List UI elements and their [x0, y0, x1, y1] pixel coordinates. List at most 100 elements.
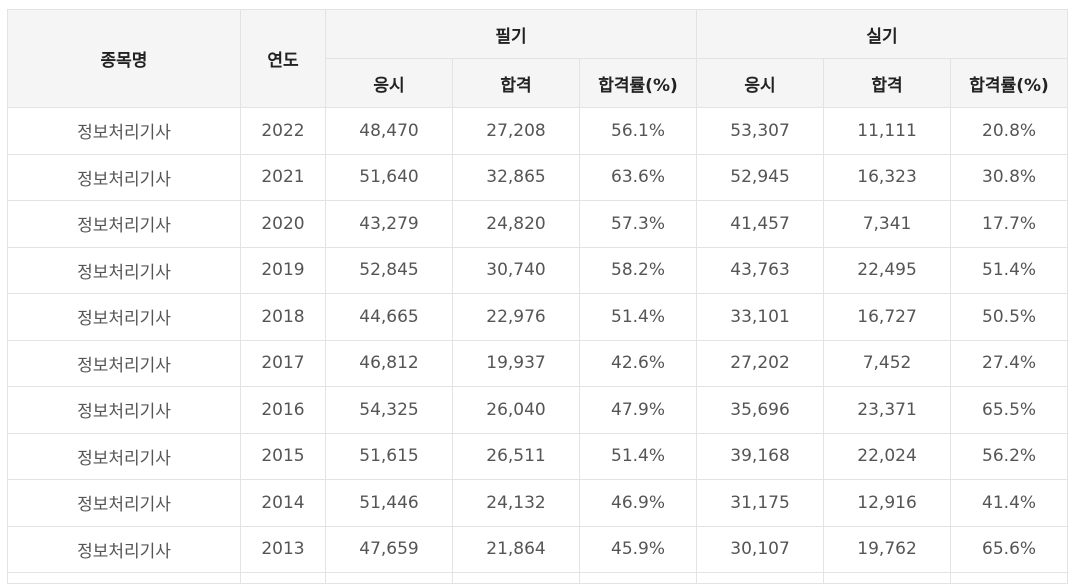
- cell-year: 2015: [240, 432, 326, 480]
- cell-written-passed: 26,040: [452, 386, 580, 434]
- table-row: 정보처리기사 2019 52,845 30,740 58.2% 43,763 22,495 5…: [7, 246, 1069, 294]
- cell-written-applicants: 44,665: [325, 293, 453, 341]
- cell-written-pass-rate: 51.4%: [578, 293, 698, 341]
- header-practical-applicants: 응시: [696, 58, 825, 108]
- cell-written-passed: 27,208: [452, 107, 580, 155]
- cell-item-name: 정보처리기사: [7, 525, 241, 573]
- table-row: 정보처리기사 2016 54,325 26,040 47.9% 35,696 23,371 6…: [7, 386, 1069, 434]
- cell-practical-pass-rate: 20.8%: [950, 107, 1069, 155]
- cell-item-name: 정보처리기사: [7, 386, 241, 434]
- cell-year: 2022: [240, 107, 326, 155]
- cell-written-applicants: 47,659: [325, 525, 453, 573]
- cell-practical-pass-rate: 41.4%: [950, 479, 1069, 527]
- cell-practical-pass-rate: 56.2%: [950, 432, 1069, 480]
- cell-written-applicants: 51,640: [325, 153, 453, 201]
- cell-practical-applicants: 53,307: [696, 107, 825, 155]
- table-row: 정보처리기사 2015 51,615 26,511 51.4% 39,168 22,024 5…: [7, 432, 1069, 480]
- cell-item-name: 정보처리기사: [7, 153, 241, 201]
- exam-statistics-table: 종목명 연도 필기 실기 응시 합격 합격률(%) 응시 합격 합격률(%) 정…: [7, 9, 1069, 584]
- cell-year: 2013: [240, 525, 326, 573]
- cell-written-applicants: 43,279: [325, 200, 453, 248]
- cell-year: 2014: [240, 479, 326, 527]
- cell-written-passed: 24,820: [452, 200, 580, 248]
- table-cell: [696, 572, 825, 584]
- table-cell: [325, 572, 453, 584]
- cell-practical-applicants: 30,107: [696, 525, 825, 573]
- cell-written-passed: 32,865: [452, 153, 580, 201]
- table-row: 정보처리기사 2018 44,665 22,976 51.4% 33,101 16,727 5…: [7, 293, 1069, 341]
- cell-practical-applicants: 33,101: [696, 293, 825, 341]
- table-body: 정보처리기사 2022 48,470 27,208 56.1% 53,307 11,111 2…: [7, 107, 1069, 584]
- cell-practical-pass-rate: 65.6%: [950, 525, 1069, 573]
- cell-practical-applicants: 41,457: [696, 200, 825, 248]
- table-row: 정보처리기사 2017 46,812 19,937 42.6% 27,202 7,452 27…: [7, 339, 1069, 387]
- cell-written-passed: 21,864: [452, 525, 580, 573]
- cell-practical-applicants: 43,763: [696, 246, 825, 294]
- header-written-pass-rate: 합격률(%): [578, 58, 698, 108]
- header-written-applicants: 응시: [325, 58, 453, 108]
- cell-written-applicants: 48,470: [325, 107, 453, 155]
- table-row: 정보처리기사 2014 51,446 24,132 46.9% 31,175 12,916 4…: [7, 479, 1069, 527]
- cell-item-name: 정보처리기사: [7, 200, 241, 248]
- cell-year: 2020: [240, 200, 326, 248]
- cell-written-applicants: 51,446: [325, 479, 453, 527]
- cell-item-name: 정보처리기사: [7, 339, 241, 387]
- cell-written-pass-rate: 56.1%: [578, 107, 698, 155]
- table-row: 정보처리기사 2013 47,659 21,864 45.9% 30,107 19,762 6…: [7, 525, 1069, 573]
- cell-year: 2016: [240, 386, 326, 434]
- cell-item-name: 정보처리기사: [7, 293, 241, 341]
- table-row: 정보처리기사 2020 43,279 24,820 57.3% 41,457 7,341 17…: [7, 200, 1069, 248]
- cell-written-applicants: 51,615: [325, 432, 453, 480]
- cell-practical-pass-rate: 50.5%: [950, 293, 1069, 341]
- cell-written-pass-rate: 47.9%: [578, 386, 698, 434]
- table-cell: [240, 572, 326, 584]
- cell-practical-applicants: 39,168: [696, 432, 825, 480]
- table-header: 종목명 연도 필기 실기 응시 합격 합격률(%) 응시 합격 합격률(%): [7, 9, 1069, 108]
- header-practical-exam: 실기: [696, 9, 1069, 59]
- cell-practical-applicants: 52,945: [696, 153, 825, 201]
- table-cell: [452, 572, 580, 584]
- header-practical-pass-rate: 합격률(%): [950, 58, 1069, 108]
- cell-written-pass-rate: 45.9%: [578, 525, 698, 573]
- cell-practical-applicants: 35,696: [696, 386, 825, 434]
- cell-written-applicants: 52,845: [325, 246, 453, 294]
- cell-written-passed: 24,132: [452, 479, 580, 527]
- cell-year: 2017: [240, 339, 326, 387]
- table-row-partial: [7, 572, 1069, 584]
- header-item-name: 종목명: [7, 9, 241, 108]
- cell-written-pass-rate: 63.6%: [578, 153, 698, 201]
- cell-practical-pass-rate: 17.7%: [950, 200, 1069, 248]
- cell-written-passed: 22,976: [452, 293, 580, 341]
- header-practical-passed: 합격: [823, 58, 952, 108]
- cell-practical-passed: 7,452: [823, 339, 952, 387]
- cell-practical-passed: 22,024: [823, 432, 952, 480]
- cell-year: 2018: [240, 293, 326, 341]
- cell-written-passed: 26,511: [452, 432, 580, 480]
- table-cell: [950, 572, 1069, 584]
- cell-written-applicants: 46,812: [325, 339, 453, 387]
- cell-practical-passed: 7,341: [823, 200, 952, 248]
- cell-practical-passed: 23,371: [823, 386, 952, 434]
- cell-practical-passed: 16,323: [823, 153, 952, 201]
- table-cell: [578, 572, 698, 584]
- cell-practical-pass-rate: 27.4%: [950, 339, 1069, 387]
- cell-practical-pass-rate: 65.5%: [950, 386, 1069, 434]
- cell-practical-passed: 11,111: [823, 107, 952, 155]
- cell-practical-passed: 22,495: [823, 246, 952, 294]
- cell-year: 2019: [240, 246, 326, 294]
- cell-item-name: 정보처리기사: [7, 107, 241, 155]
- cell-practical-applicants: 27,202: [696, 339, 825, 387]
- cell-practical-passed: 19,762: [823, 525, 952, 573]
- table-cell: [7, 572, 241, 584]
- table-row: 정보처리기사 2021 51,640 32,865 63.6% 52,945 16,323 3…: [7, 153, 1069, 201]
- cell-practical-applicants: 31,175: [696, 479, 825, 527]
- header-written-exam: 필기: [324, 9, 698, 59]
- cell-practical-passed: 12,916: [823, 479, 952, 527]
- cell-item-name: 정보처리기사: [7, 432, 241, 480]
- table-row: 정보처리기사 2022 48,470 27,208 56.1% 53,307 11,111 2…: [7, 107, 1069, 155]
- cell-practical-pass-rate: 30.8%: [950, 153, 1069, 201]
- cell-written-pass-rate: 58.2%: [578, 246, 698, 294]
- cell-year: 2021: [240, 153, 326, 201]
- cell-written-passed: 19,937: [452, 339, 580, 387]
- stats-table-container: 종목명 연도 필기 실기 응시 합격 합격률(%) 응시 합격 합격률(%) 정…: [7, 9, 1069, 584]
